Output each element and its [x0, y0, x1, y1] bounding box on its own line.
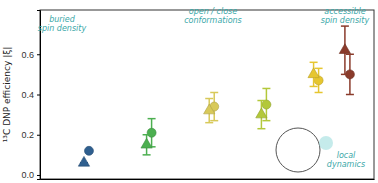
- x-axis-line: [41, 179, 375, 180]
- annotations: buriedspin density open / closeconformati…: [38, 7, 370, 169]
- error-cap: [262, 120, 270, 122]
- y-axis-title: ¹³C DNP efficiency |ξ|: [2, 47, 12, 142]
- y-tick-mark: [37, 135, 40, 136]
- y-axis-line: [37, 11, 41, 180]
- error-cap: [315, 92, 323, 94]
- annotation: open / closeconformations: [184, 7, 242, 25]
- y-tick: 0.2: [21, 130, 40, 140]
- y-tick: 0.0: [21, 170, 40, 180]
- error-cap: [257, 128, 265, 130]
- molecule-sketches: [276, 128, 333, 172]
- circle-marker: [262, 100, 271, 109]
- spin-highlight: [319, 136, 333, 150]
- y-tick-label: 0.6: [21, 50, 34, 60]
- error-cap: [310, 86, 318, 88]
- error-cap: [143, 154, 151, 156]
- triangle-marker: [339, 44, 350, 54]
- y-axis: 0.0 0.2 0.4 0.6: [21, 11, 40, 181]
- error-cap: [148, 118, 156, 120]
- triangle-marker: [204, 104, 215, 114]
- annotation: buriedspin density: [38, 15, 87, 33]
- y-tick-mark: [37, 175, 40, 176]
- x-axis: [41, 179, 375, 180]
- error-cap: [210, 92, 218, 94]
- annotation: localdynamics: [327, 151, 365, 169]
- y-tick-mark: [37, 95, 40, 96]
- error-cap: [315, 68, 323, 70]
- circle-marker: [147, 128, 156, 137]
- error-cap: [205, 98, 213, 100]
- chart: 0.0 0.2 0.4 0.6 ¹³C DNP efficiency |ξ| buried…: [0, 0, 378, 183]
- plot-area: [78, 26, 354, 166]
- error-cap: [143, 134, 151, 136]
- error-cap: [346, 94, 354, 96]
- y-tick-label: 0.0: [21, 170, 34, 180]
- triangle-marker: [308, 68, 319, 78]
- y-tick: 0.4: [21, 90, 40, 100]
- error-cap: [310, 62, 318, 64]
- error-bar: [210, 92, 218, 120]
- annotation: accessiblespin density: [321, 7, 370, 25]
- error-cap: [210, 120, 218, 122]
- triangle-marker: [256, 108, 267, 118]
- triangle-marker: [78, 156, 89, 166]
- error-cap: [257, 100, 265, 102]
- y-tick-label: 0.2: [21, 130, 34, 140]
- series: [84, 54, 354, 155]
- plot-frame: [40, 10, 374, 179]
- circle-marker: [84, 146, 93, 155]
- error-cap: [262, 88, 270, 90]
- y-tick-label: 0.4: [21, 90, 34, 100]
- fullerene: [276, 128, 320, 172]
- y-tick-mark: [37, 54, 40, 55]
- error-cap: [341, 74, 349, 76]
- error-cap: [341, 25, 349, 27]
- triangle-marker: [141, 138, 152, 148]
- y-tick: 0.6: [21, 50, 40, 60]
- series: [78, 26, 350, 166]
- error-cap: [205, 122, 213, 124]
